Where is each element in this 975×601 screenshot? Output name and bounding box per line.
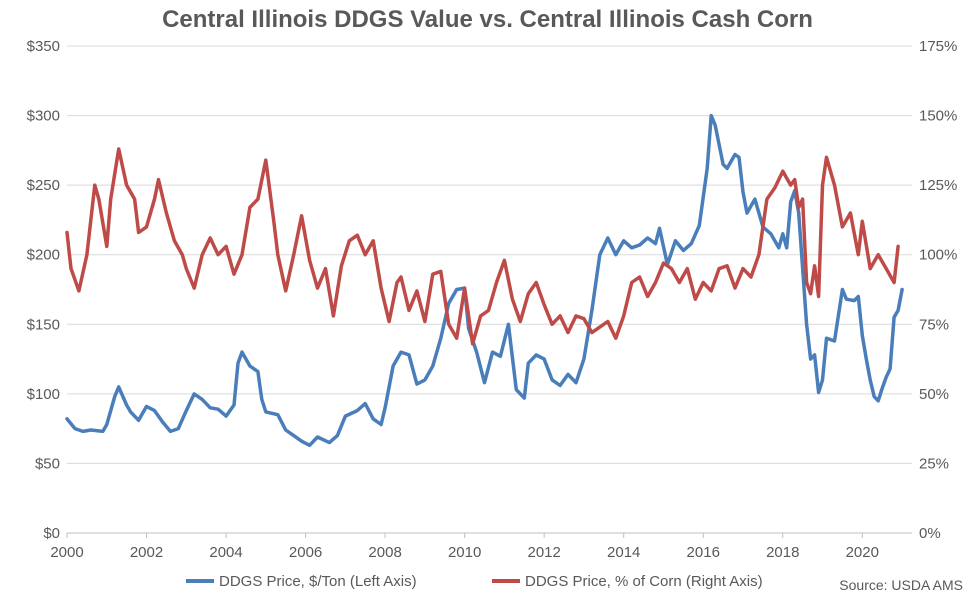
chart-title: Central Illinois DDGS Value vs. Central … (162, 6, 813, 33)
x-tick-label: 2006 (289, 544, 322, 561)
y-right-tick-label: 100% (919, 247, 957, 264)
y-left-tick-label: $0 (43, 525, 60, 542)
y-left-tick-label: $100 (27, 386, 60, 403)
y-right-tick-label: 150% (919, 108, 957, 125)
y-left-tick-label: $350 (27, 38, 60, 55)
x-tick-label: 2012 (527, 544, 560, 561)
y-right-tick-label: 175% (919, 38, 957, 55)
series-line-ddgs-pct-corn (65, 147, 900, 346)
x-tick-label: 2018 (766, 544, 799, 561)
y-right-tick-label: 75% (919, 316, 949, 333)
y-left-tick-label: $150 (27, 316, 60, 333)
axes: $0 $50 $100 $150 $200 $250 $300 $350 0% 25% 50% 75%… (27, 38, 958, 561)
y-left-tick-label: $300 (27, 108, 60, 125)
x-tick-label: 2008 (368, 544, 401, 561)
source-label: Source: USDA AMS (839, 577, 963, 593)
x-tick-label: 2016 (687, 544, 720, 561)
x-tick-label: 2010 (448, 544, 481, 561)
y-right-tick-label: 25% (919, 455, 949, 472)
y-left-tick-label: $200 (27, 247, 60, 264)
y-right-tick-label: 0% (919, 525, 941, 542)
y-right-tick-label: 125% (919, 177, 957, 194)
x-tick-label: 2020 (846, 544, 879, 561)
legend-label: DDGS Price, % of Corn (Right Axis) (525, 573, 763, 590)
series-lines (65, 113, 904, 448)
legend: DDGS Price, $/Ton (Left Axis) DDGS Price,… (186, 573, 763, 590)
x-tick-label: 2000 (50, 544, 83, 561)
legend-label: DDGS Price, $/Ton (Left Axis) (219, 573, 417, 590)
y-left-tick-label: $250 (27, 177, 60, 194)
x-tick-label: 2014 (607, 544, 640, 561)
y-left-tick-label: $50 (35, 455, 60, 472)
x-tick-label: 2002 (130, 544, 163, 561)
x-tick-label: 2004 (209, 544, 242, 561)
series-line-ddgs-price-ton (65, 113, 904, 448)
y-right-tick-label: 50% (919, 386, 949, 403)
